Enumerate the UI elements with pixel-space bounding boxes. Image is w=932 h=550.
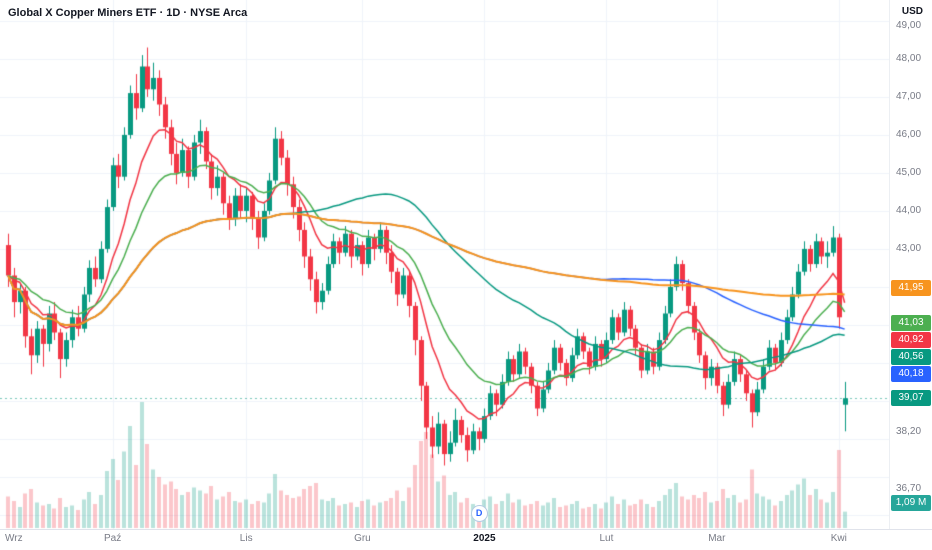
x-axis-label: 2025: [473, 533, 496, 544]
x-axis-label: Wrz: [5, 533, 23, 544]
x-axis-label: Gru: [354, 533, 371, 544]
ma-blue-badge: 40,18: [891, 366, 931, 383]
x-axis-label: Kwi: [830, 533, 847, 544]
y-axis-tick: 48,00: [896, 53, 922, 65]
x-axis-label: Lut: [599, 533, 614, 544]
y-axis-tick: 44,00: [896, 205, 922, 217]
y-axis-tick: 38,20: [896, 425, 922, 437]
dividend-marker-icon[interactable]: D: [470, 505, 488, 522]
volume-badge: 1,09 M: [891, 495, 931, 511]
y-axis-tick: 49,00: [896, 20, 922, 31]
last-price-badge: 39,07: [891, 389, 931, 406]
ma-orange-badge: 41,95: [891, 280, 931, 297]
time-axis[interactable]: Wrz Paź Lis Gru 2025 Lut Mar Kwi: [0, 529, 932, 550]
price-axis[interactable]: 49,00 48,00 47,00 46,00 45,00 44,00 43,00 38,20…: [889, 0, 932, 530]
y-axis-tick: 47,00: [896, 91, 922, 103]
y-axis-tick: 45,00: [896, 167, 922, 179]
ma-teal-badge: 40,56: [891, 349, 931, 366]
ma-red-badge: 40,92: [891, 332, 931, 349]
y-axis-tick: 43,00: [896, 243, 922, 255]
symbol-title[interactable]: Global X Copper Miners ETF · 1D · NYSE A…: [8, 7, 248, 19]
y-axis-tick: 46,00: [896, 129, 922, 141]
ma-green-badge: 41,03: [891, 315, 931, 332]
x-axis-label: Paź: [103, 533, 122, 544]
currency-label: USD: [901, 6, 923, 17]
x-axis-label: Lis: [239, 533, 253, 544]
x-axis-label: Mar: [708, 533, 726, 544]
y-axis-tick: 36,70: [896, 482, 922, 494]
